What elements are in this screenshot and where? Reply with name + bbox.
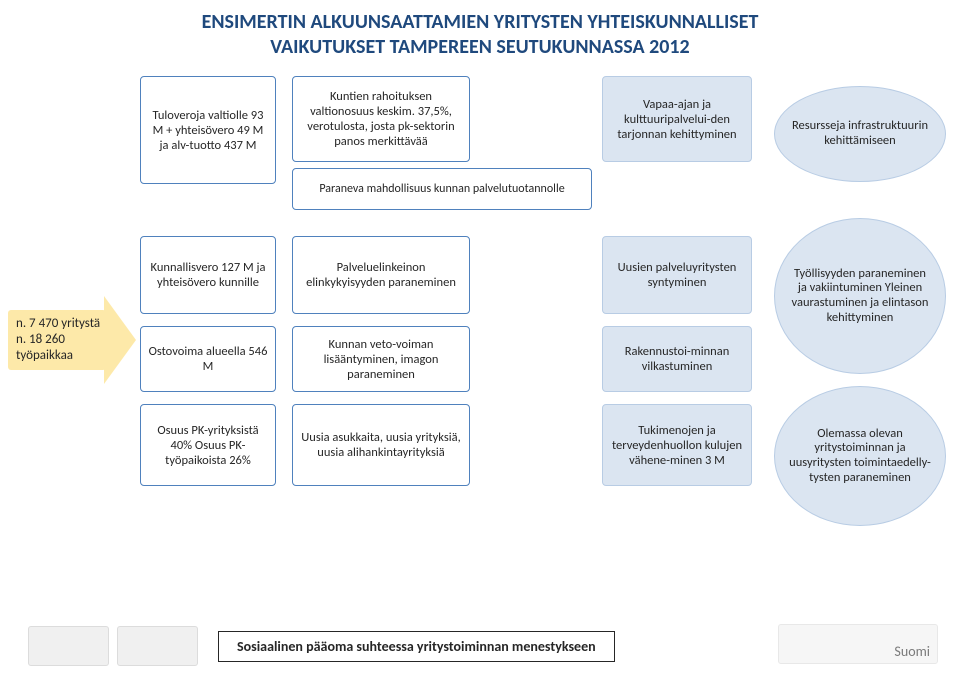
arrow-line2: n. 18 260 työpaikkaa [16,332,73,363]
ellipse-olemassa: Olemassa olevan yritystoiminnan ja uusyr… [774,386,946,526]
logo-placeholder-icon [28,626,109,666]
ellipse-olemassa-text: Olemassa olevan yritystoiminnan ja uusyr… [789,427,931,486]
box-paraneva: Paraneva mahdollisuus kunnan palvelutuot… [292,168,592,210]
footer-caption: Sosiaalinen pääoma suhteessa yritystoimi… [218,631,615,662]
logo-placeholder-icon [117,626,198,666]
ellipse-tyollisyyden: Työllisyyden paraneminen ja vakiintumine… [774,218,946,374]
ellipse-resursseja-text: Resursseja infrastruktuurin kehittämisee… [789,119,931,149]
box-kunnallisvero-text: Kunnallisvero 127 M ja yhteisövero kunni… [147,260,269,290]
input-arrow: n. 7 470 yritystä n. 18 260 työpaikkaa [8,296,136,384]
footer-caption-text: Sosiaalinen pääoma suhteessa yritystoimi… [237,638,596,655]
box-kunnallisvero: Kunnallisvero 127 M ja yhteisövero kunni… [140,236,276,314]
box-paraneva-text: Paraneva mahdollisuus kunnan palvelutuot… [319,182,564,196]
box-vapaa-ajan: Vapaa-ajan ja kulttuuripalvelui-den tarj… [602,76,752,162]
box-vetovoima-text: Kunnan veto-voiman lisääntyminen, imagon… [299,337,463,382]
box-palveluelinkeino-text: Palveluelinkeinon elinkykyisyyden parane… [299,260,463,290]
box-vapaa-ajan-text: Vapaa-ajan ja kulttuuripalvelui-den tarj… [609,97,745,142]
box-tukimenojen-text: Tukimenojen ja terveydenhuollon kulujen … [609,423,745,468]
box-rakennus-text: Rakennustoi-minnan vilkastuminen [609,344,745,374]
arrow-label: n. 7 470 yritystä n. 18 260 työpaikkaa [8,316,116,365]
box-asukkaita: Uusia asukkaita, uusia yrityksiä, uusia … [292,404,470,486]
box-ostovoima: Ostovoima alueella 546 M [140,326,276,392]
box-asukkaita-text: Uusia asukkaita, uusia yrityksiä, uusia … [299,430,463,460]
box-osuus-text: Osuus PK-yrityksistä 40% Osuus PK-työpai… [147,423,269,468]
diagram-canvas: n. 7 470 yritystä n. 18 260 työpaikkaa T… [0,66,960,626]
box-kuntien-rahoitus: Kuntien rahoituksen valtionosuus keskim.… [292,76,470,162]
box-tulovero-text: Tuloveroja valtiolle 93 M + yhteisövero … [147,108,269,153]
box-tulovero: Tuloveroja valtiolle 93 M + yhteisövero … [140,76,276,184]
box-ostovoima-text: Ostovoima alueella 546 M [147,344,269,374]
arrow-line1: n. 7 470 yritystä [16,316,100,331]
box-uusien-palvelu: Uusien palveluyritysten syntyminen [602,236,752,314]
ellipse-resursseja: Resursseja infrastruktuurin kehittämisee… [774,86,946,182]
title-line2: VAIKUTUKSET TAMPEREEN SEUTUKUNNASSA 2012 [270,35,689,59]
footer-brand-text: Suomi [894,643,930,660]
box-vetovoima: Kunnan veto-voiman lisääntyminen, imagon… [292,326,470,392]
title-line1: ENSIMERTIN ALKUUNSAATTAMIEN YRITYSTEN YH… [202,10,759,34]
box-uusien-palvelu-text: Uusien palveluyritysten syntyminen [609,260,745,290]
ellipse-tyollisyyden-text: Työllisyyden paraneminen ja vakiintumine… [789,267,931,326]
box-kuntien-rahoitus-text: Kuntien rahoituksen valtionosuus keskim.… [299,89,463,149]
box-palveluelinkeino: Palveluelinkeinon elinkykyisyyden parane… [292,236,470,314]
page-title: ENSIMERTIN ALKUUNSAATTAMIEN YRITYSTEN YH… [0,0,960,66]
box-osuus: Osuus PK-yrityksistä 40% Osuus PK-työpai… [140,404,276,486]
box-tukimenojen: Tukimenojen ja terveydenhuollon kulujen … [602,404,752,486]
box-rakennus: Rakennustoi-minnan vilkastuminen [602,326,752,392]
footer-logos-left [28,626,198,666]
